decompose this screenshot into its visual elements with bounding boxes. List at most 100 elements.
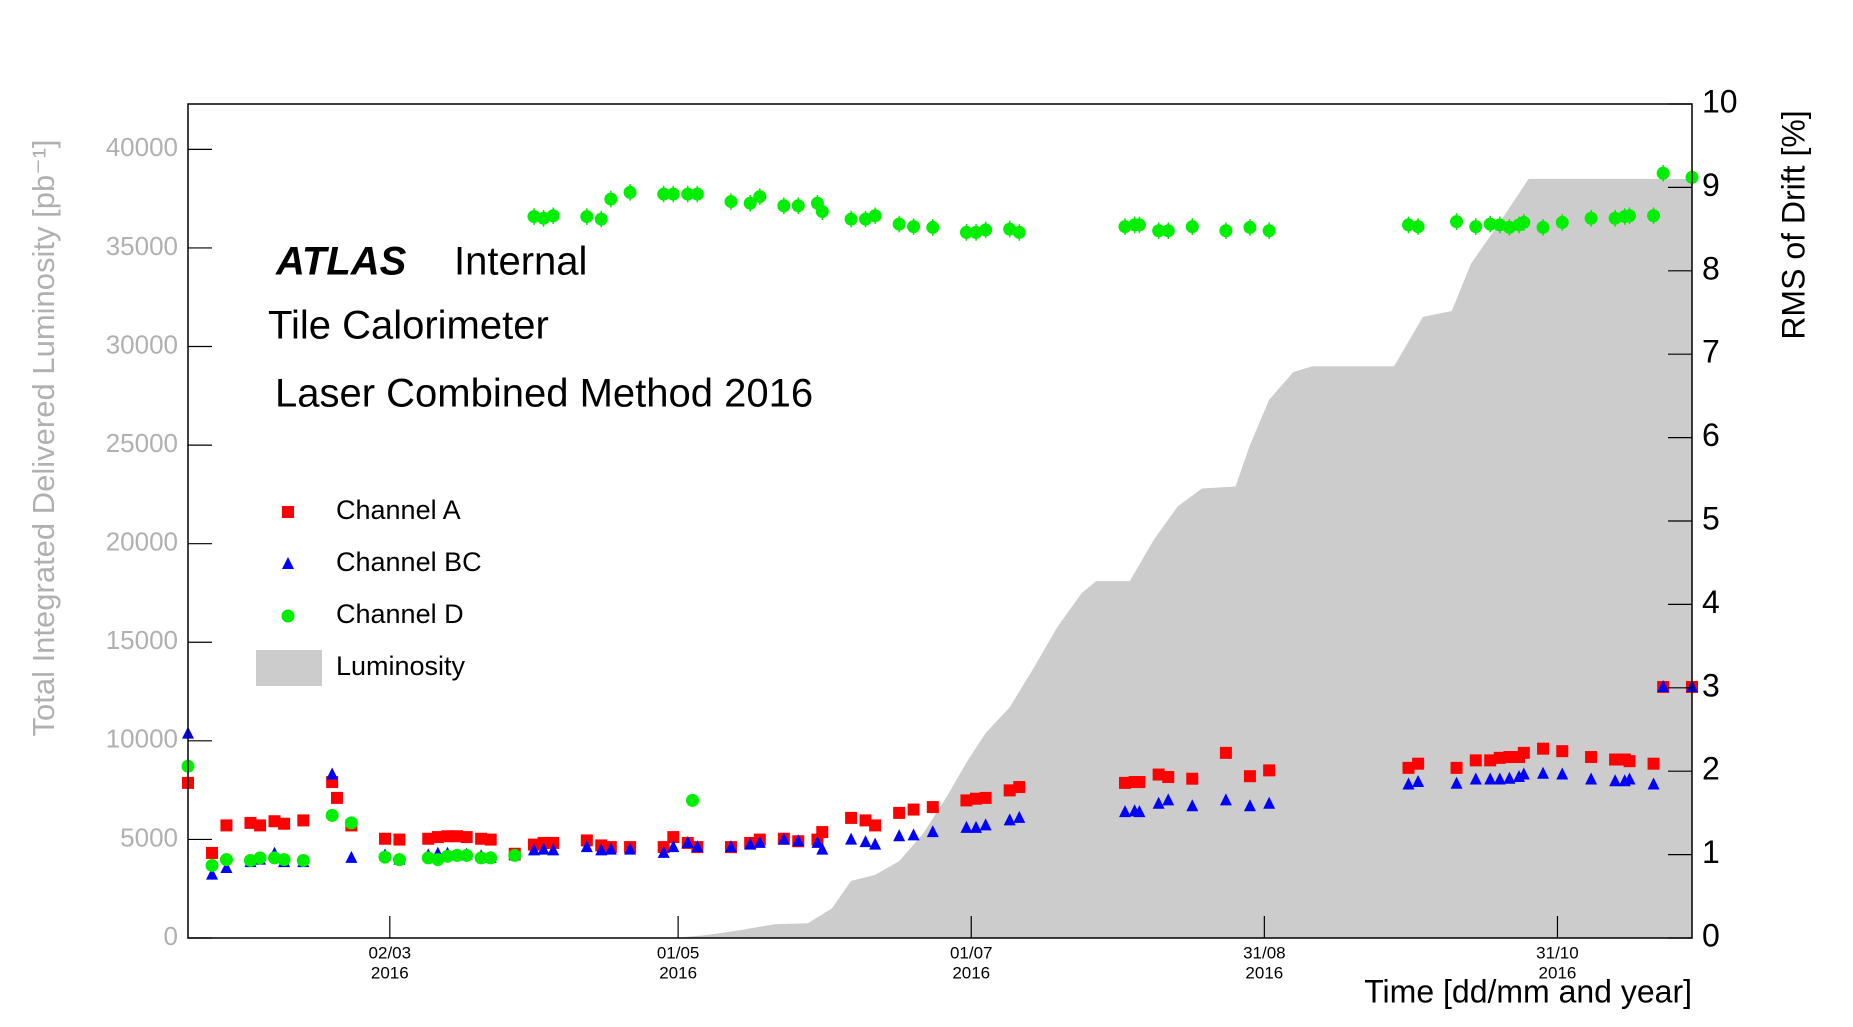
marker-circle xyxy=(815,205,829,219)
marker-square xyxy=(1450,761,1463,774)
marker-square xyxy=(907,803,920,816)
marker-triangle xyxy=(744,837,757,850)
marker-square xyxy=(297,814,310,827)
marker-circle xyxy=(1401,218,1415,232)
marker-triangle xyxy=(1556,767,1569,780)
marker-square xyxy=(970,792,983,805)
marker-triangle xyxy=(926,825,939,838)
marker-circle xyxy=(267,851,281,865)
marker-circle xyxy=(1608,211,1622,225)
marker-square xyxy=(1162,771,1175,784)
x-tick-label: 01/05 xyxy=(657,943,700,962)
marker-circle xyxy=(907,220,921,234)
marker-circle xyxy=(1185,220,1199,234)
marker-triangle xyxy=(753,835,766,848)
marker-square xyxy=(816,826,829,839)
marker-circle xyxy=(527,210,541,224)
marker-triangle xyxy=(816,842,829,855)
marker-triangle xyxy=(604,842,617,855)
marker-circle xyxy=(868,209,882,223)
marker-triangle xyxy=(1402,777,1415,790)
marker-square xyxy=(926,801,939,814)
marker-circle xyxy=(1623,209,1637,223)
marker-triangle xyxy=(326,767,339,780)
marker-triangle xyxy=(1517,767,1530,780)
marker-square xyxy=(869,819,882,832)
y2-tick-label: 1 xyxy=(1702,834,1720,870)
marker-square xyxy=(484,833,497,846)
marker-circle xyxy=(844,212,858,226)
marker-triangle xyxy=(970,820,983,833)
marker-square xyxy=(1493,751,1506,764)
marker-triangle xyxy=(1484,772,1497,785)
marker-circle xyxy=(724,195,738,209)
marker-circle xyxy=(959,225,973,239)
marker-square xyxy=(1469,754,1482,767)
marker-circle xyxy=(1132,218,1146,232)
marker-square xyxy=(1517,746,1530,759)
y2-tick-label: 3 xyxy=(1702,667,1720,703)
marker-triangle xyxy=(657,845,670,858)
marker-triangle xyxy=(1162,793,1175,806)
y2-axis-title: RMS of Drift [%] xyxy=(1775,110,1811,339)
internal-label: Internal xyxy=(454,240,587,284)
marker-circle xyxy=(1152,224,1166,238)
legend-label: Luminosity xyxy=(336,651,466,681)
y2-tick-label: 4 xyxy=(1702,584,1720,620)
marker-circle xyxy=(926,220,940,234)
marker-circle xyxy=(378,850,392,864)
y-tick-label: 5000 xyxy=(120,822,178,852)
marker-circle xyxy=(979,223,993,237)
marker-square xyxy=(547,836,560,849)
marker-triangle xyxy=(1219,793,1232,806)
marker-triangle xyxy=(1243,799,1256,812)
marker-circle xyxy=(753,190,767,204)
y-tick-label: 30000 xyxy=(106,329,178,359)
y2-tick-label: 8 xyxy=(1702,250,1720,286)
x-tick-label: 2016 xyxy=(659,963,697,982)
marker-triangle xyxy=(220,860,233,873)
marker-square xyxy=(1186,772,1199,785)
marker-circle xyxy=(623,185,637,199)
marker-square xyxy=(278,817,291,830)
marker-triangle xyxy=(1186,799,1199,812)
marker-triangle xyxy=(869,837,882,850)
marker-circle xyxy=(253,851,267,865)
marker-triangle xyxy=(1152,796,1165,809)
x-tick-label: 31/10 xyxy=(1536,943,1579,962)
y-tick-label: 20000 xyxy=(106,527,178,557)
y2-tick-label: 0 xyxy=(1702,917,1720,953)
marker-circle xyxy=(1555,215,1569,229)
marker-square xyxy=(1503,751,1516,764)
y-tick-label: 25000 xyxy=(106,428,178,458)
marker-triangle xyxy=(1450,776,1463,789)
x-tick-label: 01/07 xyxy=(950,943,993,962)
marker-square xyxy=(1243,770,1256,783)
marker-triangle xyxy=(777,832,790,845)
marker-circle xyxy=(1647,209,1661,223)
marker-square xyxy=(475,832,488,845)
marker-triangle xyxy=(792,834,805,847)
x-tick-label: 02/03 xyxy=(369,943,412,962)
marker-circle xyxy=(791,199,805,213)
marker-circle xyxy=(344,816,358,830)
marker-circle xyxy=(205,858,219,872)
y2-tick-label: 9 xyxy=(1702,167,1720,203)
y2-tick-label: 6 xyxy=(1702,417,1720,453)
marker-square xyxy=(1003,784,1016,797)
marker-triangle xyxy=(537,842,550,855)
marker-square xyxy=(1537,742,1550,755)
marker-triangle xyxy=(595,843,608,856)
marker-triangle xyxy=(206,867,219,880)
marker-circle xyxy=(392,853,406,867)
marker-square xyxy=(893,806,906,819)
marker-square xyxy=(1133,776,1146,789)
marker-triangle xyxy=(811,835,824,848)
marker-triangle xyxy=(1013,810,1026,823)
marker-circle xyxy=(1469,220,1483,234)
marker-triangle xyxy=(960,820,973,833)
y-tick-label: 40000 xyxy=(106,132,178,162)
marker-triangle xyxy=(907,828,920,841)
marker-circle xyxy=(1483,217,1497,231)
